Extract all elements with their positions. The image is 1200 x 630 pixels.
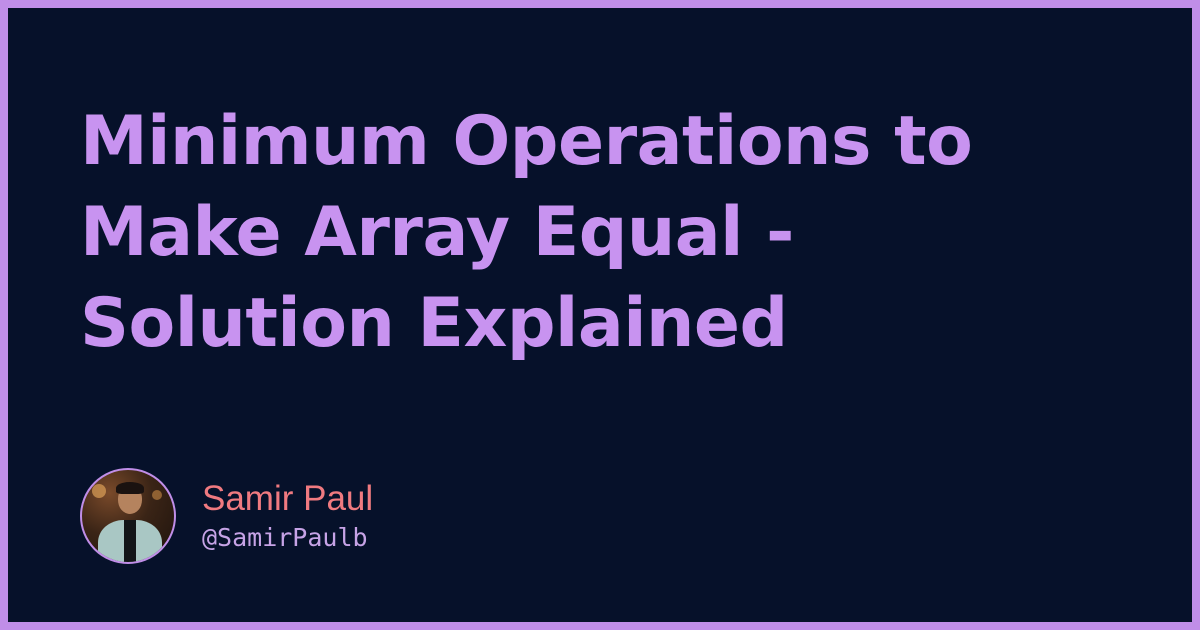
avatar bbox=[80, 468, 176, 564]
author-block: Samir Paul @SamirPaulb bbox=[80, 466, 373, 566]
title-line-3: Solution Explained bbox=[80, 284, 788, 363]
background-light-icon bbox=[152, 490, 162, 500]
author-text: Samir Paul @SamirPaulb bbox=[202, 479, 373, 553]
avatar-hair bbox=[116, 482, 144, 494]
title-line-1: Minimum Operations to bbox=[80, 102, 973, 181]
author-name: Samir Paul bbox=[202, 479, 374, 518]
author-handle: @SamirPaulb bbox=[202, 523, 368, 552]
avatar-shirt bbox=[124, 520, 136, 562]
background-light-icon bbox=[92, 484, 106, 498]
page-title: Minimum Operations to Make Array Equal -… bbox=[80, 96, 1160, 369]
title-line-2: Make Array Equal - bbox=[80, 193, 794, 272]
